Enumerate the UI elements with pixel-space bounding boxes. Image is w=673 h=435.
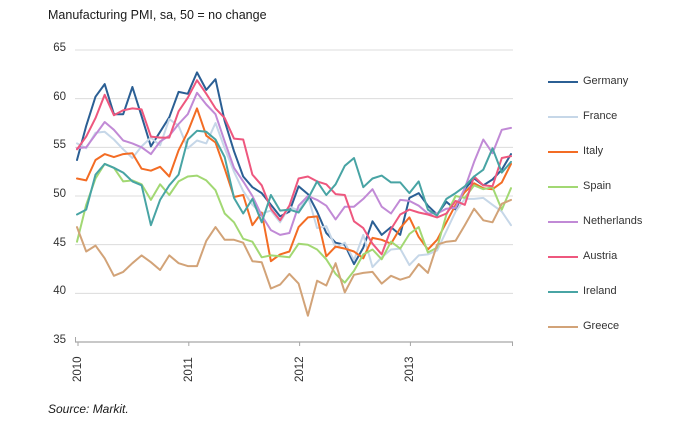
x-tick-label: 2010	[72, 356, 84, 382]
series-line-ireland	[76, 129, 512, 227]
legend-swatch	[548, 291, 578, 293]
chart-title: Manufacturing PMI, sa, 50 = no change	[48, 8, 267, 22]
legend-swatch	[548, 81, 578, 83]
legend-swatch	[548, 151, 578, 153]
legend-swatch	[548, 326, 578, 328]
legend-swatch	[548, 186, 578, 188]
legend-label: Italy	[583, 145, 604, 157]
x-tick-label: 2012	[293, 356, 306, 382]
series-line-austria	[76, 79, 512, 256]
legend-label: Netherlands	[583, 215, 643, 227]
legend-swatch	[548, 116, 578, 118]
source-note: Source: Markit.	[48, 402, 129, 416]
legend-swatch	[548, 256, 578, 258]
y-tick-label: 40	[53, 285, 66, 298]
series-line-italy	[76, 107, 512, 263]
y-tick-label: 50	[53, 188, 66, 200]
x-tick-label: 2011	[182, 357, 195, 382]
y-tick-label: 55	[53, 139, 66, 152]
series-line-greece	[76, 198, 512, 317]
legend-label: Germany	[583, 75, 629, 87]
legend-label: Ireland	[583, 285, 617, 297]
y-tick-label: 45	[53, 236, 66, 249]
legend-label: Austria	[583, 250, 618, 262]
y-tick-label: 60	[53, 90, 66, 103]
y-tick-label: 35	[53, 334, 66, 346]
series-line-france	[76, 118, 512, 269]
x-tick-label: 2013	[404, 356, 417, 382]
legend-label: Spain	[583, 180, 612, 192]
legend-swatch	[548, 221, 578, 223]
series-line-spain	[76, 162, 512, 284]
y-tick-label: 65	[53, 42, 66, 54]
legend-label: France	[583, 110, 618, 122]
legend-label: Greece	[583, 320, 620, 332]
